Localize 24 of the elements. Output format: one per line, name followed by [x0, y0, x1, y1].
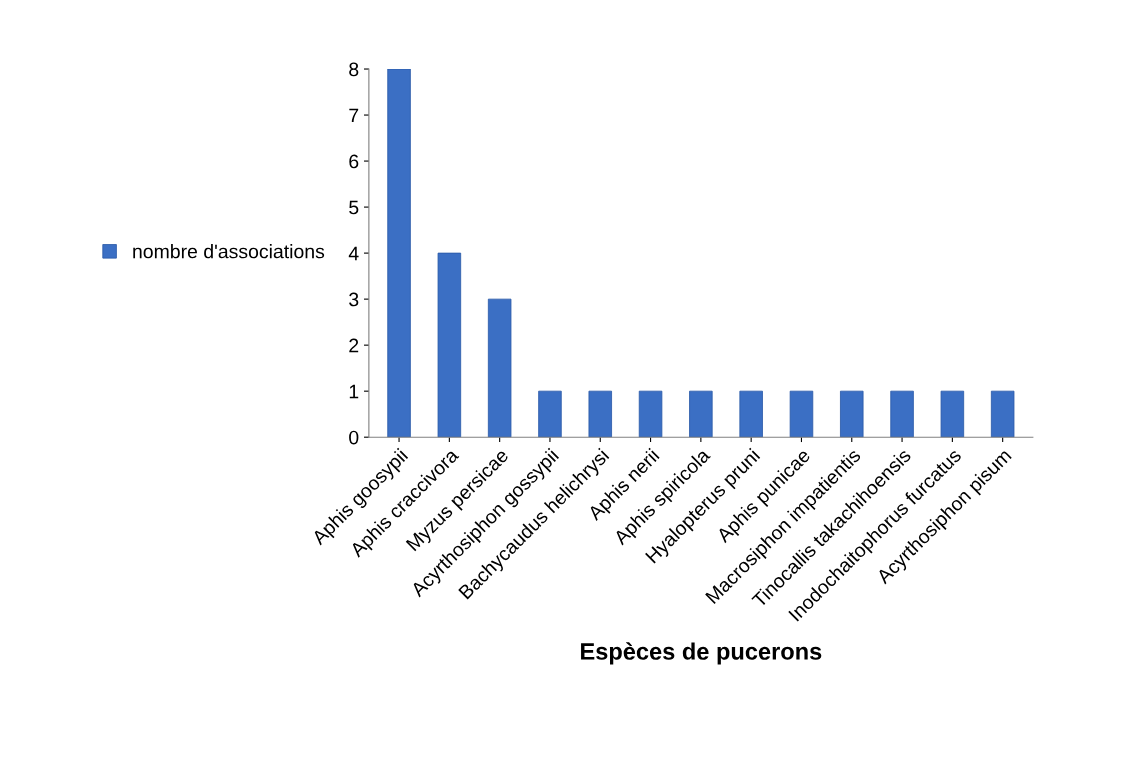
bar — [940, 390, 965, 438]
y-tick-label: 7 — [349, 108, 359, 123]
bar — [487, 298, 512, 438]
y-tick-label: 8 — [349, 62, 359, 77]
legend-label: nombre d'associations — [133, 244, 325, 259]
x-axis-title: Espèces de pucerons — [581, 642, 822, 665]
bar — [588, 390, 612, 438]
bar — [789, 390, 814, 438]
bar — [638, 390, 663, 438]
y-tick-label: 0 — [349, 430, 359, 445]
bar — [387, 69, 411, 438]
bar — [538, 390, 562, 438]
bar — [689, 390, 713, 438]
y-tick-label: 5 — [349, 200, 359, 215]
y-tick-label: 6 — [349, 154, 359, 169]
bar — [890, 390, 914, 438]
bar — [437, 252, 462, 438]
bar — [990, 390, 1015, 438]
y-tick-label: 4 — [348, 246, 359, 261]
y-tick-label: 3 — [349, 292, 359, 307]
bar — [739, 390, 763, 438]
y-tick-label: 1 — [349, 384, 359, 399]
y-tick-label: 2 — [349, 338, 359, 353]
bar — [840, 390, 864, 438]
